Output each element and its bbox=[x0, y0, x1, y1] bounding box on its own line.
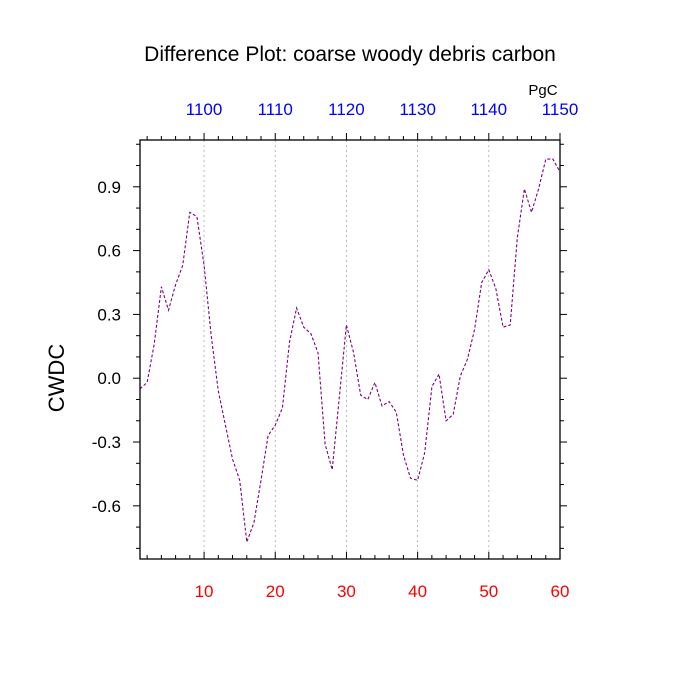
y-tick-label: -0.3 bbox=[92, 433, 121, 452]
top-x-tick-label: 1100 bbox=[186, 100, 223, 119]
x-tick-label: 30 bbox=[337, 582, 356, 601]
x-tick-label: 60 bbox=[551, 582, 570, 601]
gridlines bbox=[203, 140, 490, 559]
y-axis-label: CWDC bbox=[44, 344, 69, 413]
top-x-tick-label: 1140 bbox=[471, 100, 508, 119]
y-tick-label: 0.6 bbox=[97, 242, 121, 261]
plot-frame bbox=[139, 139, 561, 560]
top-axis-unit-label: PgC bbox=[528, 82, 557, 99]
x-tick-label: 50 bbox=[479, 582, 498, 601]
chart-title: Difference Plot: coarse woody debris car… bbox=[144, 43, 556, 66]
top-x-tick-label: 1150 bbox=[542, 100, 579, 119]
x-tick-label: 20 bbox=[266, 582, 285, 601]
top-x-tick-label: 1110 bbox=[258, 100, 293, 119]
top-x-tick-label: 1120 bbox=[328, 100, 365, 119]
axis-ticks bbox=[133, 133, 567, 559]
y-tick-label: 0.0 bbox=[97, 369, 121, 388]
y-tick-label: -0.6 bbox=[92, 497, 121, 516]
x-tick-label: 40 bbox=[408, 582, 427, 601]
tick-labels: 10 20 30 40 50 60 1100 1110 1120 1130 1140 1150 -0.6… bbox=[92, 100, 579, 601]
x-tick-label: 10 bbox=[195, 582, 214, 601]
y-tick-label: 0.9 bbox=[97, 178, 121, 197]
y-tick-label: 0.3 bbox=[97, 305, 121, 324]
series-line bbox=[139, 158, 561, 543]
top-x-tick-label: 1130 bbox=[399, 100, 436, 119]
